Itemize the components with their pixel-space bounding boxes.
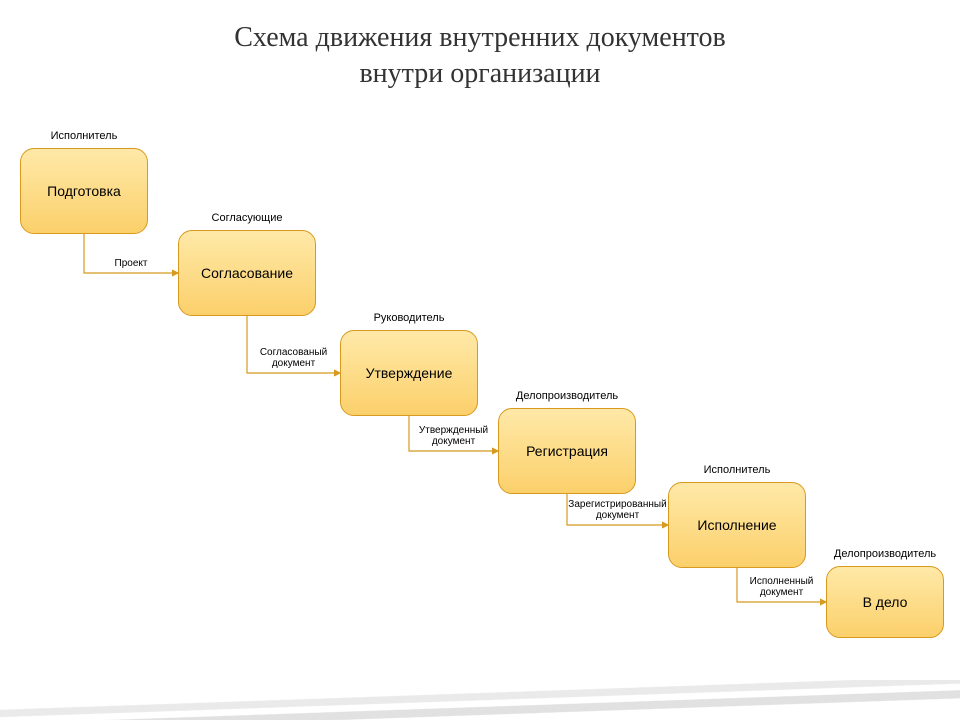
flow-node-n5: Исполнение <box>668 482 806 568</box>
footer-decoration <box>0 680 960 720</box>
edge-label-n4-n5: Зарегистрированныйдокумент <box>553 499 683 521</box>
edge-label-n2-n3: Согласованыйдокумент <box>229 347 359 369</box>
title-line-1: Схема движения внутренних документов <box>234 22 726 53</box>
edge-label-n5-n6: Исполненныйдокумент <box>717 576 847 598</box>
flow-node-n4: Регистрация <box>498 408 636 494</box>
role-label-n1: Исполнитель <box>14 130 154 142</box>
role-label-n4: Делопроизводитель <box>497 390 637 402</box>
title-line-2: внутри организации <box>359 58 600 89</box>
role-label-n2: Согласующие <box>177 212 317 224</box>
flow-node-n2: Согласование <box>178 230 316 316</box>
role-label-n5: Исполнитель <box>667 464 807 476</box>
role-label-n3: Руководитель <box>339 312 479 324</box>
edge-label-n1-n2: Проект <box>66 258 196 269</box>
diagram-canvas: Схема движения внутренних документов вну… <box>0 0 960 720</box>
flow-node-n3: Утверждение <box>340 330 478 416</box>
page-title: Схема движения внутренних документов вну… <box>0 0 960 93</box>
connectors-layer <box>0 0 960 720</box>
flow-node-n1: Подготовка <box>20 148 148 234</box>
edge-label-n3-n4: Утвержденныйдокумент <box>389 425 519 447</box>
role-label-n6: Делопроизводитель <box>815 548 955 560</box>
